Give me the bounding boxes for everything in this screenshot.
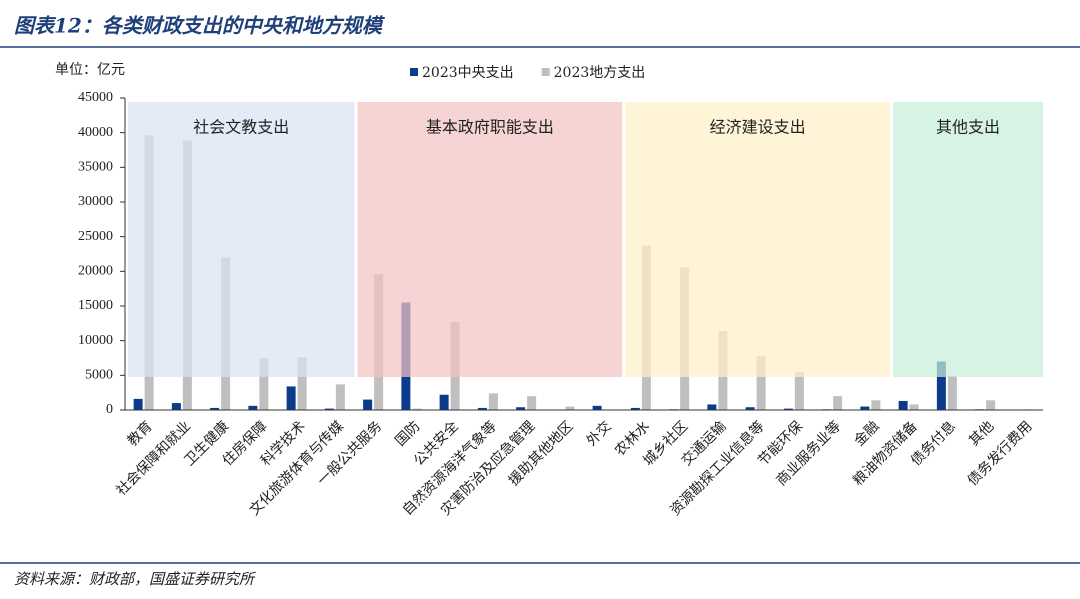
bar xyxy=(363,400,372,410)
y-tick-label: 10000 xyxy=(78,333,113,348)
bar xyxy=(871,400,880,410)
bar xyxy=(134,399,143,410)
y-tick-label: 5000 xyxy=(85,368,113,383)
region-label: 其他支出 xyxy=(936,118,1000,137)
bar xyxy=(795,372,804,410)
legend-label: 2023中央支出 xyxy=(422,65,514,81)
region xyxy=(893,102,1043,377)
bar xyxy=(565,407,574,410)
legend-swatch xyxy=(542,68,550,76)
y-tick-label: 0 xyxy=(106,402,113,417)
x-tick-label: 教育 xyxy=(125,418,156,449)
bar xyxy=(287,386,296,410)
bar xyxy=(248,406,257,410)
chart-title: 图表12：各类财政支出的中央和地方规模 xyxy=(14,14,386,38)
bar xyxy=(527,396,536,410)
x-tick-label: 其他 xyxy=(966,418,997,449)
region-label: 基本政府职能支出 xyxy=(426,118,554,137)
bar xyxy=(593,406,602,410)
bar xyxy=(860,407,869,410)
x-tick-label: 国防 xyxy=(392,418,423,449)
y-tick-label: 40000 xyxy=(78,125,113,140)
y-tick-label: 30000 xyxy=(78,194,113,209)
y-tick-label: 15000 xyxy=(78,298,113,313)
region xyxy=(358,102,623,377)
bar xyxy=(899,401,908,410)
y-tick-label: 20000 xyxy=(78,264,113,279)
y-tick-label: 25000 xyxy=(78,229,113,244)
bar xyxy=(440,395,449,410)
region-label: 社会文教支出 xyxy=(193,118,289,137)
bar xyxy=(948,376,957,410)
region xyxy=(128,102,355,377)
x-tick-label: 金融 xyxy=(851,418,882,449)
unit-label: 单位：亿元 xyxy=(55,62,125,78)
legend-swatch xyxy=(410,68,418,76)
x-tick-label: 外交 xyxy=(583,418,615,450)
y-tick-label: 45000 xyxy=(78,90,113,105)
y-tick-label: 35000 xyxy=(78,160,113,175)
bar xyxy=(986,400,995,410)
bar xyxy=(910,404,919,410)
bar xyxy=(172,403,181,410)
source: 资料来源：财政部，国盛证券研究所 xyxy=(14,570,256,588)
region xyxy=(625,102,890,377)
bar xyxy=(833,396,842,410)
bar xyxy=(336,384,345,410)
legend-label: 2023地方支出 xyxy=(554,65,646,81)
bar xyxy=(489,393,498,410)
bar xyxy=(707,404,716,410)
region-label: 经济建设支出 xyxy=(710,118,806,137)
